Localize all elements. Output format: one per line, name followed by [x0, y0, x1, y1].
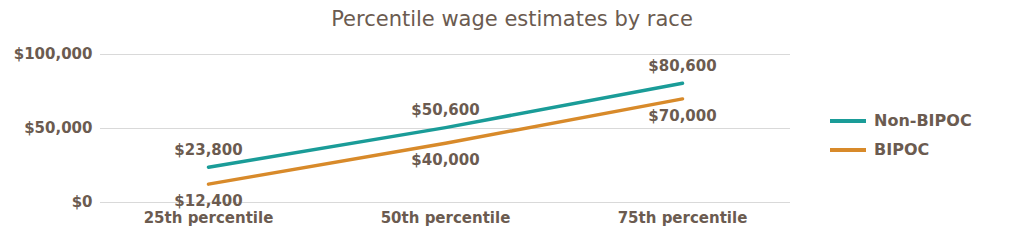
html-text:Non-BIPOC: Non-BIPOC — [874, 111, 972, 130]
svg-text:$0: $0 — [72, 193, 93, 211]
svg-text:$100,000: $100,000 — [14, 45, 93, 63]
svg-text:50th percentile: 50th percentile — [381, 209, 511, 227]
svg-text:$50,000: $50,000 — [24, 119, 92, 137]
svg-text:$50,600: $50,600 — [411, 101, 479, 119]
svg-text:$70,000: $70,000 — [648, 107, 716, 125]
svg-text:$80,600: $80,600 — [648, 57, 716, 75]
svg-text:75th percentile: 75th percentile — [618, 209, 748, 227]
svg-text:$40,000: $40,000 — [411, 151, 479, 169]
svg-text:25th percentile: 25th percentile — [144, 209, 274, 227]
svg-text:$12,400: $12,400 — [174, 192, 242, 210]
html-text:Percentile wage estimates by r: Percentile wage estimates by race — [331, 7, 693, 31]
html-text:BIPOC: BIPOC — [874, 140, 930, 159]
svg-text:$23,800: $23,800 — [174, 141, 242, 159]
